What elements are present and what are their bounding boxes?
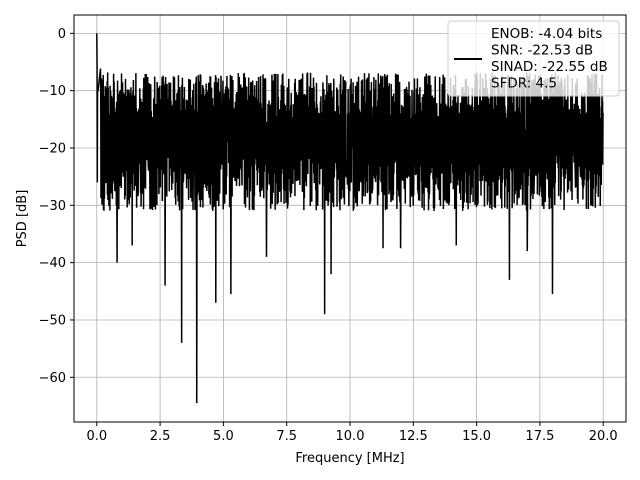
- x-tick-label: 0.0: [86, 429, 107, 444]
- x-axis-ticks: 0.0 2.5 5.0 7.5 10.0 12.5 15.0 17.5 20.0: [86, 422, 618, 444]
- x-tick-label: 15.0: [462, 429, 491, 444]
- y-tick-label: −20: [39, 141, 66, 156]
- series-layer: [96, 33, 604, 404]
- y-tick-label: 0: [58, 27, 66, 42]
- x-tick-label: 5.0: [213, 429, 234, 444]
- x-tick-label: 10.0: [336, 429, 365, 444]
- x-tick-label: 12.5: [399, 429, 428, 444]
- x-tick-label: 20.0: [589, 429, 618, 444]
- legend-frame: [447, 20, 620, 97]
- legend-entry-snr: SNR: -22.53 dB: [491, 43, 593, 59]
- y-tick-label: −40: [39, 256, 66, 271]
- x-tick-label: 7.5: [276, 429, 297, 444]
- y-tick-label: −50: [39, 313, 66, 328]
- legend-entry-sinad: SINAD: -22.55 dB: [491, 59, 608, 75]
- y-axis-ticks: 0 −10 −20 −30 −40 −50 −60: [39, 27, 74, 386]
- psd-series-line: [96, 33, 604, 404]
- x-tick-label: 2.5: [150, 429, 171, 444]
- y-tick-label: −60: [39, 371, 66, 386]
- x-axis-label: Frequency [MHz]: [295, 451, 404, 466]
- legend-entry-sfdr: SFDR: 4.5: [491, 76, 557, 92]
- y-axis-label: PSD [dB]: [15, 190, 30, 248]
- y-tick-label: −30: [39, 199, 66, 214]
- legend-entry-enob: ENOB: -4.04 bits: [491, 26, 602, 42]
- legend: ENOB: -4.04 bits SNR: -22.53 dB SINAD: -…: [447, 20, 620, 97]
- x-tick-label: 17.5: [525, 429, 554, 444]
- y-tick-label: −10: [39, 84, 66, 99]
